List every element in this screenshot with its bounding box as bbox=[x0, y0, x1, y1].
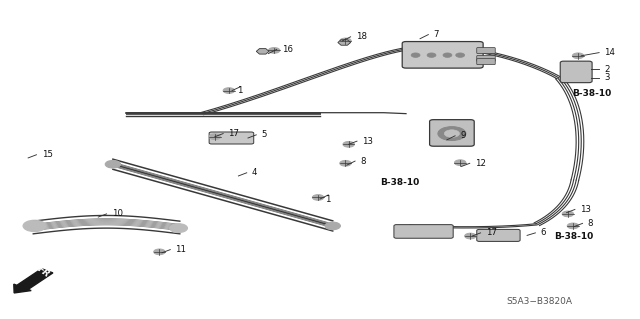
Circle shape bbox=[209, 134, 221, 140]
Circle shape bbox=[325, 222, 340, 230]
Text: S5A3−B3820A: S5A3−B3820A bbox=[507, 297, 573, 306]
FancyBboxPatch shape bbox=[394, 225, 453, 238]
Circle shape bbox=[105, 160, 120, 168]
Text: 9: 9 bbox=[460, 131, 465, 140]
FancyArrow shape bbox=[14, 269, 53, 293]
Text: 18: 18 bbox=[356, 32, 367, 41]
Text: B-38-10: B-38-10 bbox=[381, 178, 420, 187]
Text: 10: 10 bbox=[111, 209, 123, 219]
Circle shape bbox=[454, 160, 466, 166]
Circle shape bbox=[340, 160, 351, 166]
Text: 13: 13 bbox=[580, 205, 591, 214]
Circle shape bbox=[343, 141, 355, 147]
Polygon shape bbox=[256, 48, 269, 54]
Text: 17: 17 bbox=[228, 129, 239, 138]
Circle shape bbox=[567, 223, 579, 229]
Circle shape bbox=[268, 48, 280, 53]
Circle shape bbox=[562, 211, 573, 217]
FancyBboxPatch shape bbox=[477, 59, 495, 65]
Text: 7: 7 bbox=[433, 30, 439, 39]
Circle shape bbox=[456, 53, 465, 57]
Circle shape bbox=[465, 233, 476, 239]
Text: 1: 1 bbox=[237, 86, 243, 95]
FancyBboxPatch shape bbox=[402, 41, 483, 68]
Text: 16: 16 bbox=[282, 45, 292, 54]
FancyBboxPatch shape bbox=[477, 48, 495, 54]
Text: 11: 11 bbox=[175, 245, 186, 254]
Text: 8: 8 bbox=[588, 219, 593, 228]
Text: 5: 5 bbox=[261, 130, 267, 139]
Text: 15: 15 bbox=[42, 150, 52, 159]
Text: B-38-10: B-38-10 bbox=[554, 232, 594, 241]
Text: 12: 12 bbox=[475, 159, 486, 168]
Text: B-38-10: B-38-10 bbox=[572, 89, 611, 98]
Text: 8: 8 bbox=[360, 157, 365, 166]
Text: 17: 17 bbox=[486, 228, 497, 237]
FancyBboxPatch shape bbox=[209, 132, 253, 144]
Circle shape bbox=[23, 220, 46, 232]
Circle shape bbox=[312, 195, 324, 200]
FancyBboxPatch shape bbox=[477, 56, 495, 62]
Circle shape bbox=[340, 38, 351, 44]
Polygon shape bbox=[338, 40, 351, 45]
Circle shape bbox=[427, 53, 436, 57]
Circle shape bbox=[154, 249, 165, 255]
Text: 1: 1 bbox=[325, 195, 331, 204]
Circle shape bbox=[438, 127, 466, 141]
Circle shape bbox=[411, 53, 420, 57]
FancyBboxPatch shape bbox=[429, 120, 474, 146]
FancyBboxPatch shape bbox=[560, 61, 592, 83]
Circle shape bbox=[170, 224, 188, 233]
Circle shape bbox=[443, 53, 452, 57]
Circle shape bbox=[223, 88, 235, 93]
Text: FR.: FR. bbox=[35, 265, 54, 282]
Circle shape bbox=[444, 130, 460, 137]
FancyBboxPatch shape bbox=[477, 229, 520, 241]
Text: 6: 6 bbox=[540, 228, 546, 237]
Text: 14: 14 bbox=[604, 48, 615, 57]
Circle shape bbox=[572, 53, 584, 59]
Text: 2: 2 bbox=[604, 65, 610, 74]
Text: 4: 4 bbox=[252, 168, 257, 177]
Text: 3: 3 bbox=[604, 73, 610, 82]
Text: 13: 13 bbox=[362, 137, 373, 146]
